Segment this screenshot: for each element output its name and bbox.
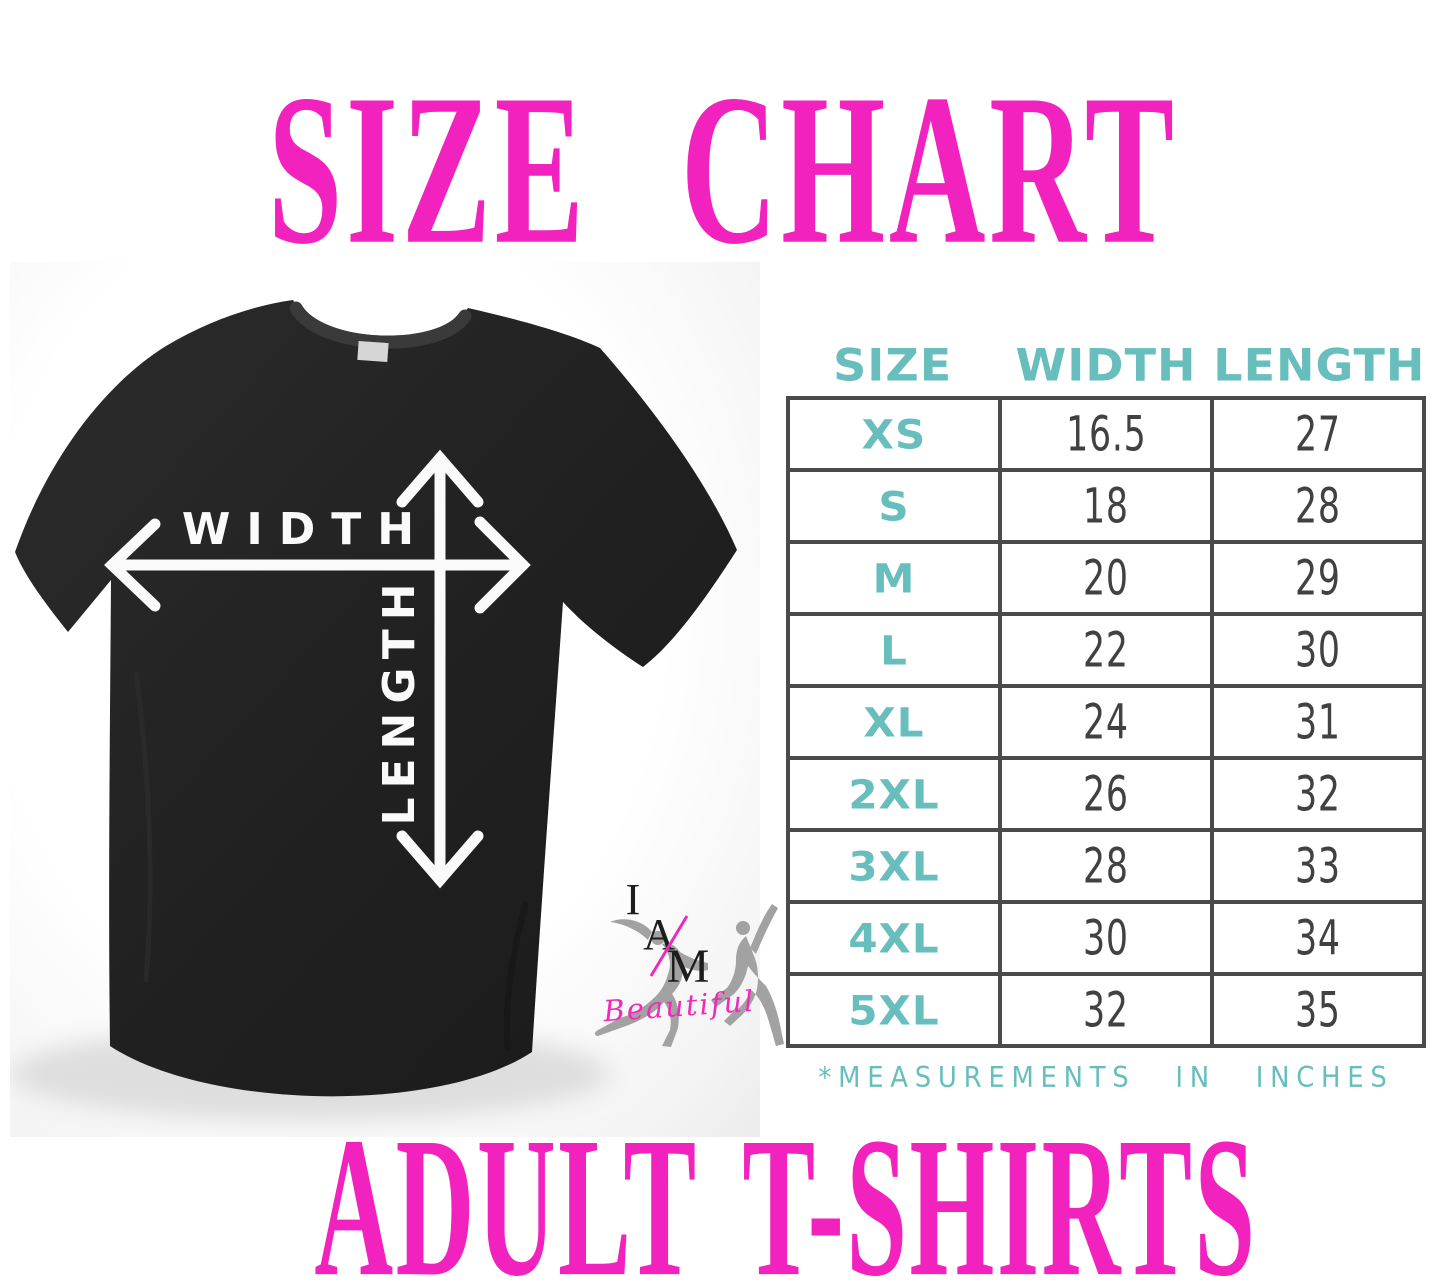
length-value: 34: [1210, 900, 1426, 976]
size-value: XL: [786, 684, 1002, 760]
length-value: 31: [1210, 684, 1426, 760]
width-value: 22: [998, 612, 1214, 688]
length-value: 28: [1210, 468, 1426, 544]
fabric-fold: [503, 901, 529, 1051]
table-row: 2XL 26 32: [786, 756, 1426, 832]
logo-slash: [649, 915, 689, 977]
bottom-title-text: ADULT T-SHIRTS: [314, 1097, 1258, 1288]
size-value: 3XL: [786, 828, 1002, 904]
logo-letter-i: I: [626, 875, 641, 924]
table-row: L 22 30: [786, 612, 1426, 688]
width-value: 30: [998, 900, 1214, 976]
dancer-left-silhouette: [595, 919, 708, 1047]
size-value: S: [786, 468, 1002, 544]
size-value: L: [786, 612, 1002, 688]
measurements-footnote: *MEASUREMENTS IN INCHES: [818, 1062, 1394, 1095]
header-length: LENGTH: [1213, 339, 1426, 391]
size-value: XS: [786, 396, 1002, 472]
width-value: 28: [998, 828, 1214, 904]
length-value: 27: [1210, 396, 1426, 472]
logo-letter-a: A: [643, 910, 675, 959]
length-value: 29: [1210, 540, 1426, 616]
length-arrow-icon: [396, 449, 484, 889]
table-row: XS 16.5 27: [786, 396, 1426, 472]
brand-logo: I A M Beautiful: [550, 864, 808, 1079]
table-row: 3XL 28 33: [786, 828, 1426, 904]
table-row: 5XL 32 35: [786, 972, 1426, 1048]
table-row: M 20 29: [786, 540, 1426, 616]
table-row: S 18 28: [786, 468, 1426, 544]
size-value: M: [786, 540, 1002, 616]
length-value: 30: [1210, 612, 1426, 688]
logo-letter-m: M: [667, 940, 710, 993]
width-value: 26: [998, 756, 1214, 832]
header-width: WIDTH: [1015, 339, 1197, 391]
width-value: 18: [998, 468, 1214, 544]
fabric-fold: [133, 671, 153, 983]
table-row: 4XL 30 34: [786, 900, 1426, 976]
width-value: 16.5: [998, 396, 1214, 472]
width-label: WIDTH: [182, 504, 430, 555]
size-table-section: SIZE WIDTH LENGTH XS 16.5 27 S 18 28 M 2…: [786, 334, 1426, 1095]
page-title-text: SIZE CHART: [267, 50, 1178, 290]
length-value: 32: [1210, 756, 1426, 832]
collar-tag: [357, 340, 389, 363]
size-value: 5XL: [786, 972, 1002, 1048]
dancer-right-silhouette: [711, 904, 784, 1046]
length-label: LENGTH: [374, 574, 425, 825]
bottom-title: ADULT T-SHIRTS: [0, 1097, 1445, 1288]
size-value: 4XL: [786, 900, 1002, 976]
brand-logo-svg: I A M Beautiful: [595, 875, 784, 1047]
tshirt-diagram-svg: WIDTH LENGTH: [10, 300, 737, 1122]
width-value: 24: [998, 684, 1214, 760]
width-value: 32: [998, 972, 1214, 1048]
size-value: 2XL: [786, 756, 1002, 832]
page-title: SIZE CHART: [0, 62, 1445, 278]
width-value: 20: [998, 540, 1214, 616]
tshirt-silhouette: [15, 300, 737, 1097]
tshirt-measurement-diagram: WIDTH LENGTH: [10, 262, 760, 1137]
table-row: XL 24 31: [786, 684, 1426, 760]
collar-band: [289, 301, 472, 349]
size-table-header: SIZE WIDTH LENGTH: [786, 334, 1426, 392]
width-arrow-icon: [104, 516, 531, 614]
size-table: XS 16.5 27 S 18 28 M 20 29 L 22 30: [786, 396, 1426, 1048]
length-value: 33: [1210, 828, 1426, 904]
header-size: SIZE: [833, 339, 953, 391]
length-value: 35: [1210, 972, 1426, 1048]
